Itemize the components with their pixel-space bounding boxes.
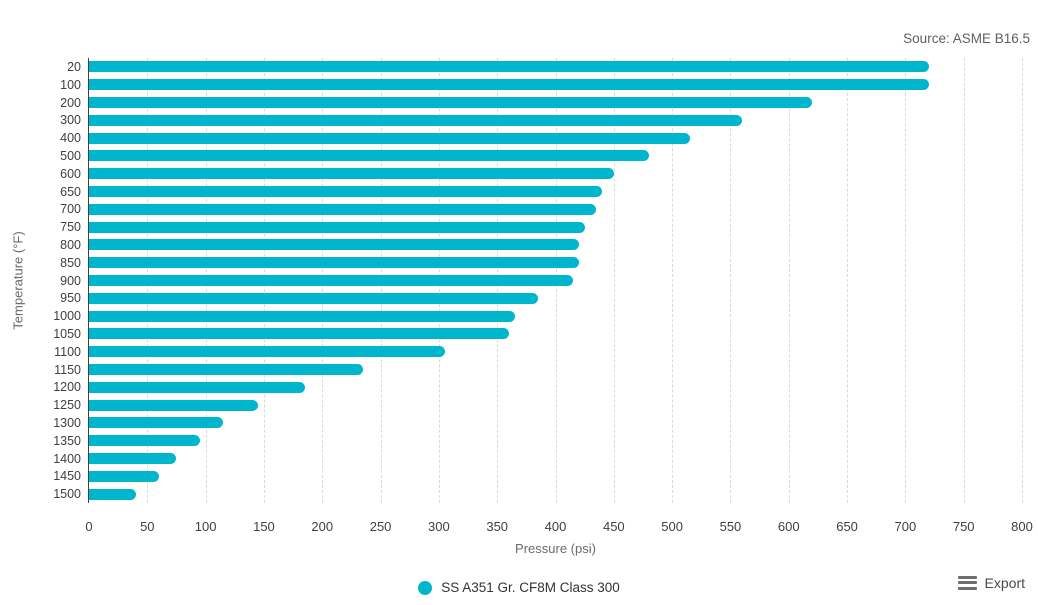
bar[interactable]	[89, 292, 538, 304]
y-tick-label: 1150	[54, 362, 81, 377]
y-tick-label: 1400	[53, 451, 81, 466]
hamburger-menu-icon	[957, 573, 977, 592]
y-tick-label: 1250	[53, 398, 81, 413]
bar[interactable]	[89, 168, 614, 180]
x-tick-label: 400	[544, 519, 567, 534]
bar[interactable]	[89, 453, 177, 464]
bar[interactable]	[89, 150, 649, 162]
y-tick-label: 400	[60, 131, 81, 146]
x-tick-label: 500	[661, 519, 683, 534]
y-tick-label: 1100	[54, 344, 81, 359]
x-tick-label: 550	[719, 519, 742, 534]
x-tick-label: 700	[894, 519, 917, 534]
x-tick-label: 200	[311, 519, 334, 534]
export-button[interactable]: Export	[956, 571, 1027, 594]
bar[interactable]	[89, 114, 743, 126]
bar[interactable]	[89, 257, 579, 269]
bar[interactable]	[89, 328, 509, 340]
y-tick-label: 1200	[53, 380, 81, 395]
x-tick-label: 600	[777, 519, 800, 534]
y-tick-label: 1450	[53, 469, 81, 484]
y-tick-label: 600	[60, 166, 81, 181]
y-tick-label: 200	[60, 95, 81, 110]
y-tick-label: 1300	[53, 415, 81, 430]
bar[interactable]	[89, 132, 690, 144]
x-tick-label: 650	[836, 519, 858, 534]
legend: SS A351 Gr. CF8M Class 300	[0, 580, 1038, 595]
legend-label: SS A351 Gr. CF8M Class 300	[441, 580, 620, 595]
y-tick-label: 1000	[53, 309, 81, 324]
y-tick-label: 300	[60, 113, 81, 128]
gridline	[672, 58, 674, 503]
y-tick-label: 750	[60, 220, 81, 235]
x-tick-label: 0	[85, 519, 93, 534]
bar[interactable]	[89, 381, 305, 393]
gridline	[905, 58, 907, 503]
y-axis-title: Temperature (°F)	[10, 231, 26, 330]
x-axis-title: Pressure (psi)	[515, 541, 596, 556]
bar[interactable]	[89, 310, 515, 322]
y-tick-label: 950	[60, 291, 81, 306]
x-tick-label: 50	[140, 519, 155, 534]
x-tick-label: 150	[253, 519, 275, 534]
bar[interactable]	[89, 61, 929, 73]
x-tick-label: 100	[194, 519, 217, 534]
x-tick-label: 300	[428, 519, 450, 534]
y-tick-label: 100	[60, 77, 81, 92]
x-axis-tick-labels: 0 50 100 150 200 250 300 350 400 450 500 550 600 650 7…	[0, 519, 1038, 537]
gridline	[730, 58, 732, 503]
y-tick-label: 800	[60, 237, 81, 252]
legend-marker-icon	[418, 580, 433, 595]
export-button-label: Export	[984, 574, 1025, 591]
bar[interactable]	[89, 346, 445, 358]
bar[interactable]	[89, 97, 813, 108]
bar[interactable]	[89, 221, 585, 233]
legend-item[interactable]: SS A351 Gr. CF8M Class 300	[418, 580, 620, 595]
gridline	[1022, 58, 1023, 503]
x-tick-label: 800	[1011, 519, 1033, 534]
bar[interactable]	[89, 239, 579, 251]
bar[interactable]	[89, 435, 200, 447]
x-tick-label: 450	[602, 519, 625, 534]
y-tick-label: 900	[60, 273, 81, 288]
y-tick-label: 500	[60, 148, 81, 163]
x-tick-label: 350	[486, 519, 509, 534]
bar[interactable]	[89, 203, 597, 215]
bar[interactable]	[89, 399, 259, 411]
bar[interactable]	[89, 79, 929, 91]
bar[interactable]	[89, 186, 603, 197]
bar[interactable]	[89, 364, 364, 375]
y-tick-label: 20	[67, 59, 81, 74]
bar[interactable]	[89, 470, 159, 482]
y-tick-label: 1500	[53, 487, 81, 502]
bar[interactable]	[89, 275, 573, 286]
y-axis-line	[87, 58, 89, 503]
x-tick-label: 750	[952, 519, 975, 534]
y-tick-label: 700	[60, 202, 81, 217]
x-tick-label: 250	[369, 519, 392, 534]
y-tick-label: 1350	[53, 433, 81, 448]
plot-area	[87, 58, 1023, 503]
gridline	[788, 58, 790, 503]
source-note: Source: ASME B16.5	[903, 31, 1030, 46]
gridline	[847, 58, 849, 503]
bar[interactable]	[89, 488, 136, 500]
y-tick-label: 850	[60, 255, 81, 270]
bar[interactable]	[89, 417, 224, 429]
y-tick-label: 1050	[53, 326, 81, 341]
gridline	[613, 58, 615, 503]
y-tick-label: 650	[60, 184, 81, 199]
gridline	[963, 58, 965, 503]
y-axis-tick-labels: 20 100 200 300 400 500 600 650 700 750 800 850 900 95…	[0, 58, 81, 503]
